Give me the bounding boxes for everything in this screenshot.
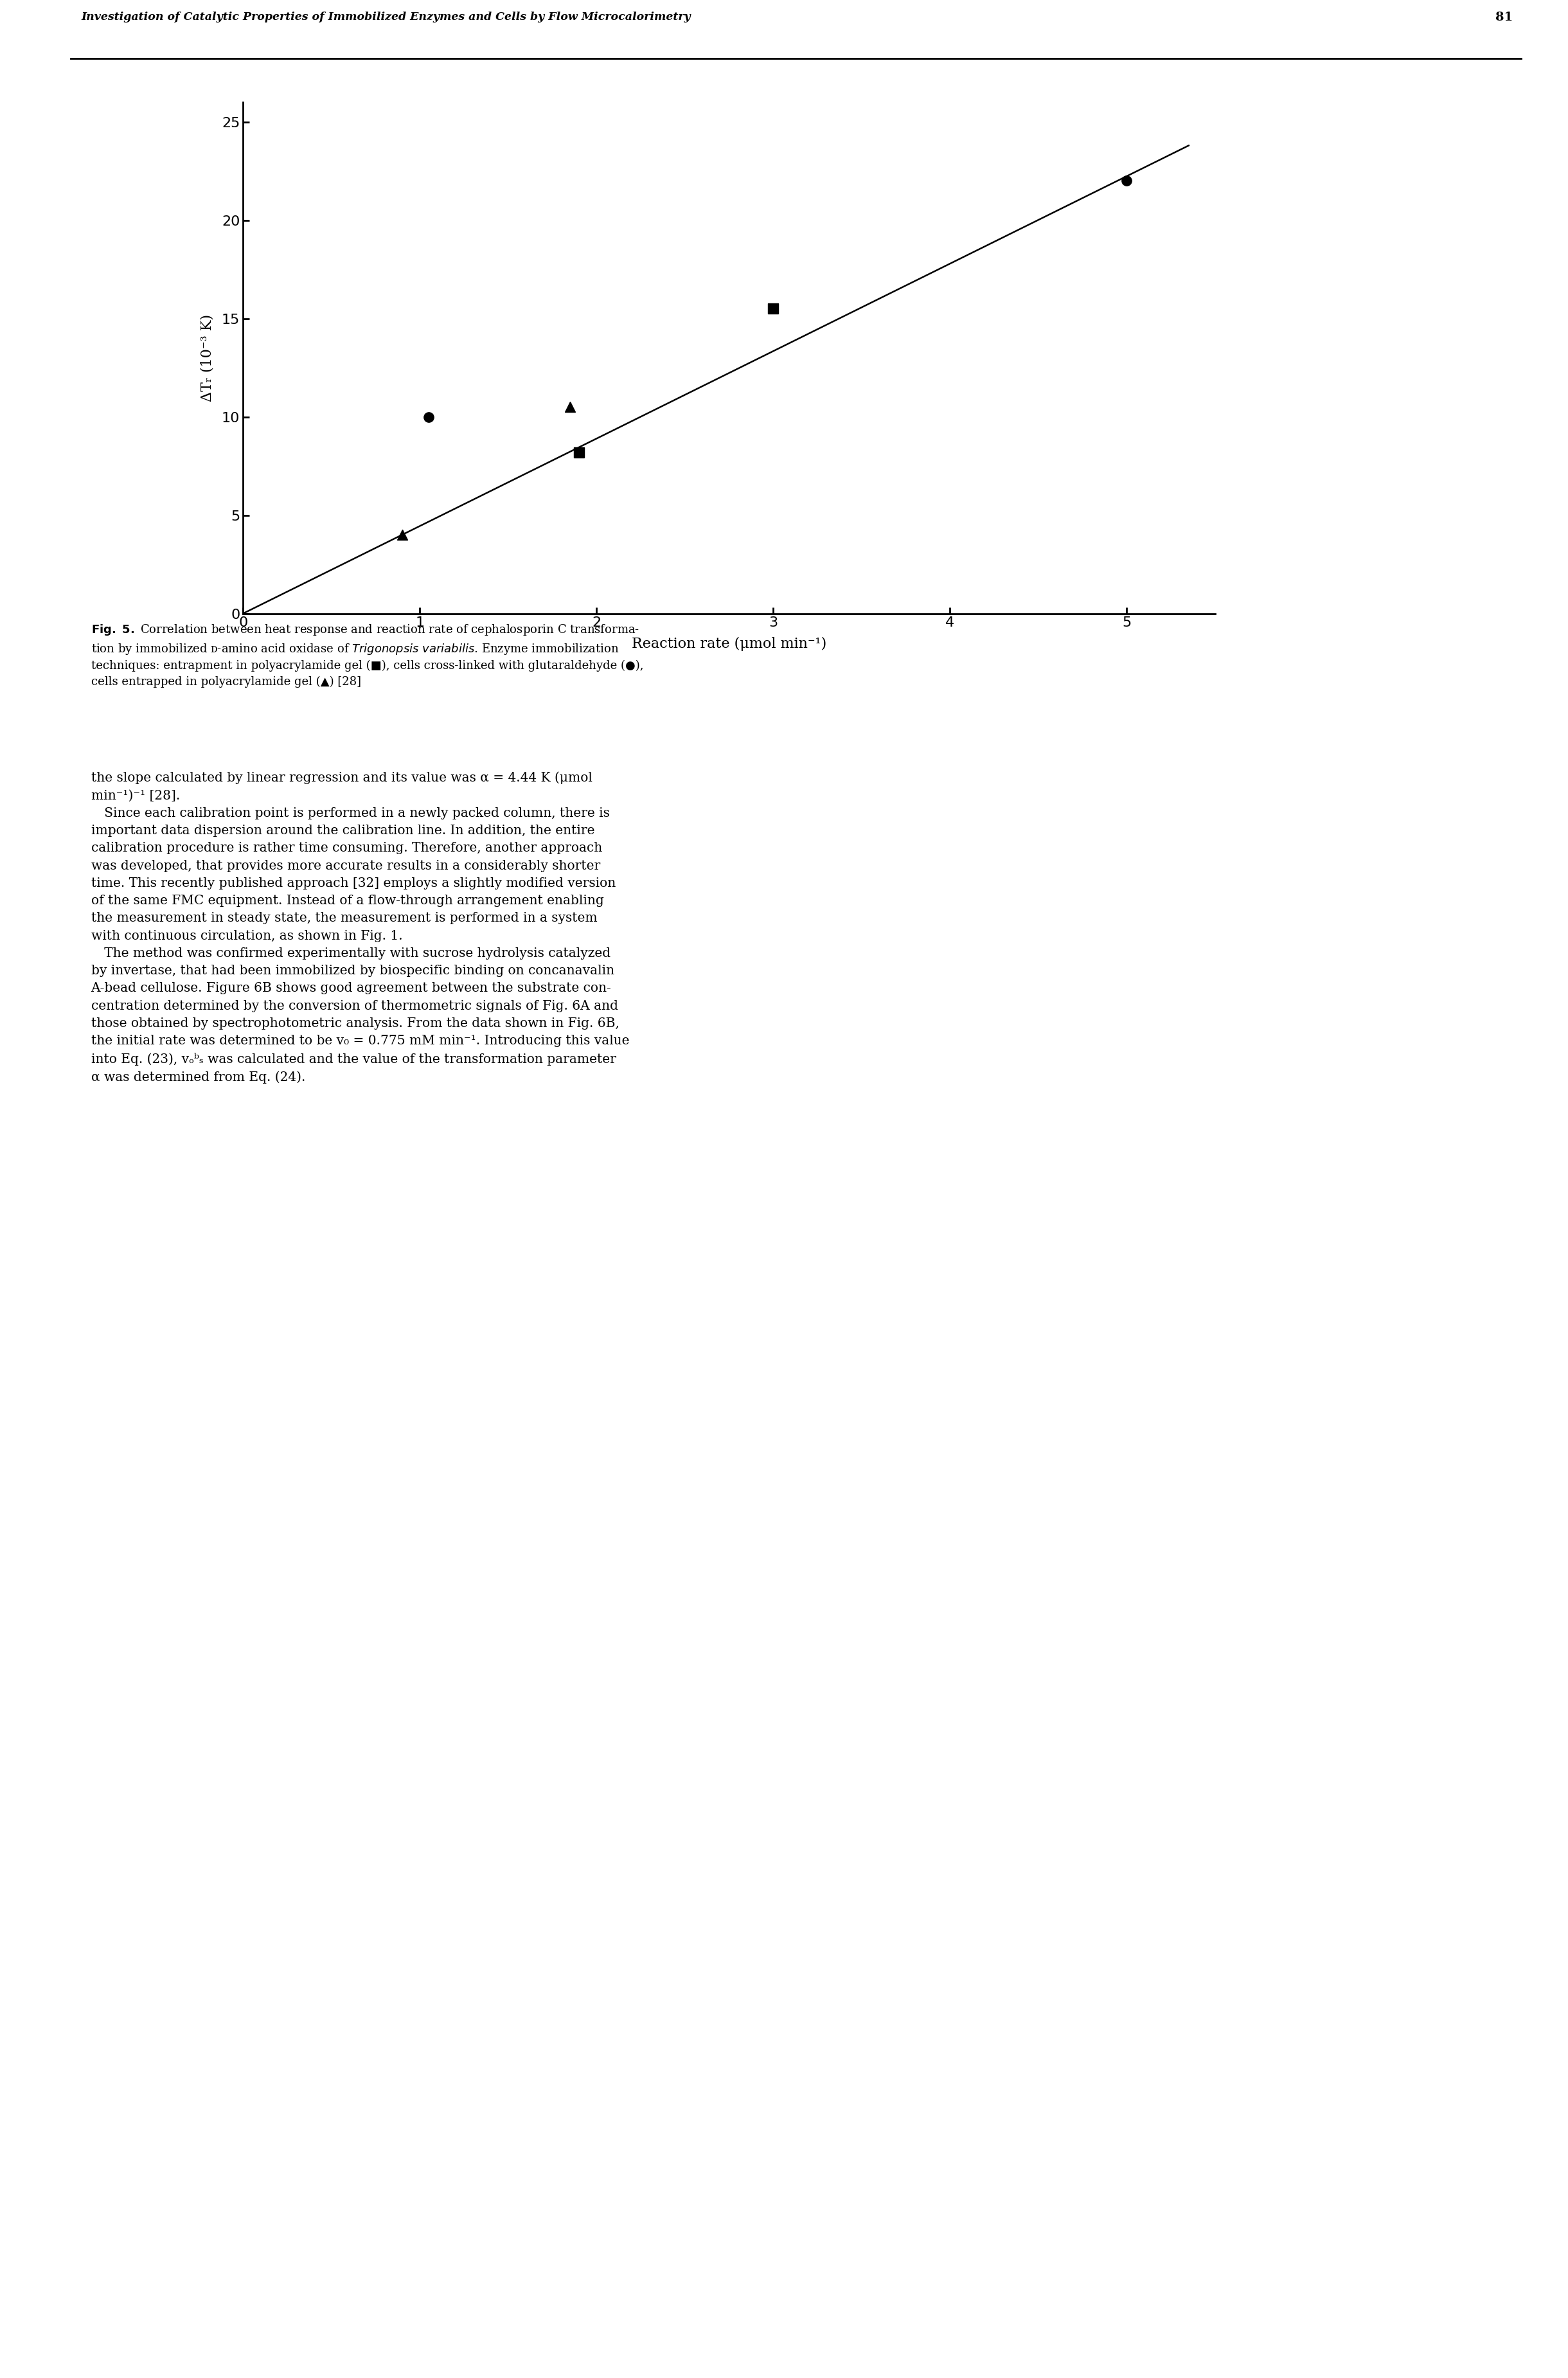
Text: Investigation of Catalytic Properties of Immobilized Enzymes and Cells by Flow M: Investigation of Catalytic Properties of…: [82, 12, 691, 24]
Y-axis label: ΔTᵣ (10⁻³ K): ΔTᵣ (10⁻³ K): [201, 314, 215, 402]
Text: the slope calculated by linear regression and its value was α = 4.44 K (μmol
min: the slope calculated by linear regressio…: [91, 773, 629, 1084]
Text: $\mathbf{Fig.\ 5.}$ Correlation between heat response and reaction rate of cepha: $\mathbf{Fig.\ 5.}$ Correlation between …: [91, 623, 643, 687]
X-axis label: Reaction rate (μmol min⁻¹): Reaction rate (μmol min⁻¹): [632, 637, 826, 652]
Text: 81: 81: [1496, 12, 1513, 24]
